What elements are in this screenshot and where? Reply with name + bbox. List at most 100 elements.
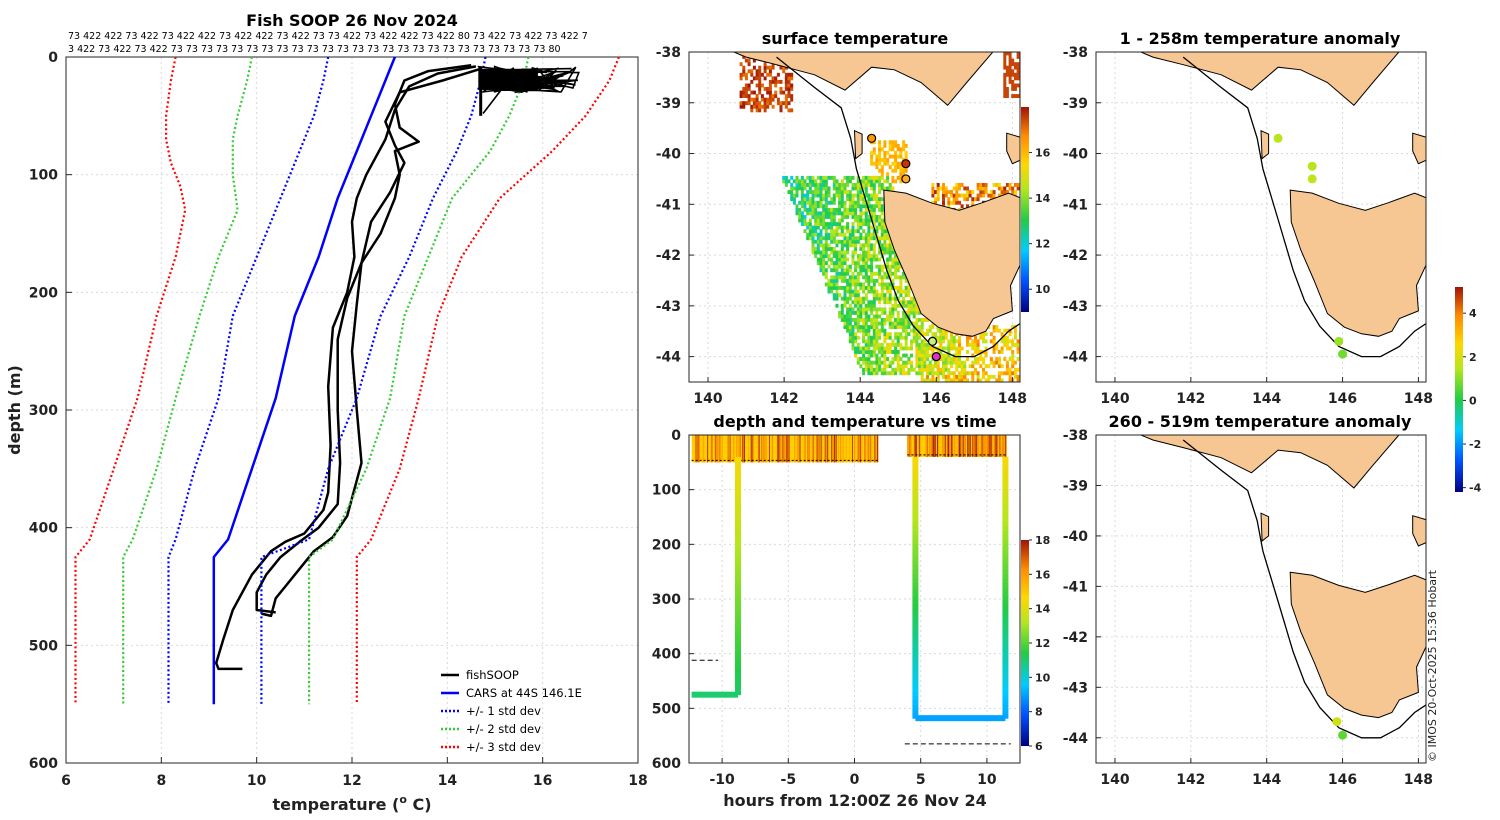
sst-pixel (880, 225, 884, 230)
sst-pixel (966, 186, 969, 191)
sst-pixel (864, 325, 868, 329)
sst-pixel (944, 335, 948, 340)
anomaly-deep-axes-box (1095, 434, 1427, 764)
anomaly-shallow-ytick-label: -44 (1063, 350, 1089, 366)
sst-pixel (952, 186, 956, 191)
sst-pixel (864, 310, 868, 315)
sst-pixel (880, 296, 884, 301)
sst-pixel (1003, 76, 1007, 81)
sst-pixel (851, 232, 855, 237)
sst-pixel (830, 282, 834, 287)
sst-pixel (878, 236, 882, 241)
sst-pixel (955, 193, 959, 198)
sst-pixel (750, 108, 754, 113)
sst-pixel (888, 239, 892, 244)
sst-pixel (875, 193, 879, 198)
sst-pixel (854, 268, 858, 273)
sst-pixel (782, 175, 786, 180)
sst-pixel (867, 282, 871, 287)
sst-pixel (923, 367, 927, 372)
sst-pixel (864, 183, 868, 187)
sst-pixel (915, 339, 919, 344)
sst-pixel (848, 307, 852, 312)
sst-pixel (862, 275, 866, 280)
sst-pixel (856, 303, 860, 308)
sst-pixel (848, 229, 852, 234)
sst-pixel (1011, 94, 1015, 98)
sst-pixel (800, 175, 804, 180)
sst-pixel (870, 247, 874, 251)
time-drop-ascent (912, 661, 919, 667)
sst-pixel (851, 307, 855, 312)
sst-pixel (942, 339, 945, 344)
sst-pixel (830, 175, 834, 180)
sst-pixel (1005, 364, 1009, 369)
sst-pixel (867, 243, 871, 248)
time-grid (689, 434, 1020, 764)
sst-pixel (979, 364, 983, 369)
sst-pixel (891, 367, 895, 372)
time-drop-ascent (912, 613, 919, 619)
anomaly-deep-land (1139, 435, 1426, 739)
sst-pixel (870, 151, 874, 155)
sst-pixel (899, 364, 903, 369)
profile-lines (74, 56, 620, 705)
sst-pixel (939, 353, 943, 358)
sst-pixel (819, 190, 823, 194)
sst-pixel (878, 168, 882, 173)
sst-pixel (806, 190, 810, 194)
sst-pixel (960, 371, 964, 376)
anomaly-deep-land-flinders-island (1412, 515, 1426, 547)
sst-pixel (864, 307, 868, 312)
sst-pixel (771, 104, 775, 109)
sst-pixel (923, 342, 927, 347)
sst-pixel (992, 342, 996, 347)
sst-pixel (816, 204, 820, 209)
sst-pixel (886, 236, 890, 241)
sst-pixel (1008, 76, 1012, 81)
sst-pixel (838, 186, 842, 191)
sst-pixel (846, 211, 850, 216)
sst-pixel (867, 183, 871, 187)
sst-pixel (854, 318, 858, 322)
sst-pixel (950, 364, 953, 369)
sst-pixel (851, 335, 855, 340)
sst-pixel (997, 183, 1001, 187)
sst-pixel (878, 186, 882, 191)
sst-pixel (835, 278, 839, 283)
sst-pixel (771, 97, 775, 102)
sst-pixel (920, 350, 924, 354)
time-title: depth and temperature vs time (713, 412, 996, 431)
sst-pixel (936, 186, 940, 191)
sst-pixel (768, 94, 772, 98)
sst-pixel (888, 332, 892, 337)
sst-pixel (859, 207, 863, 212)
sst-pixel (886, 186, 890, 191)
sst-pixel (875, 293, 879, 298)
sst-ytick-label: -42 (656, 248, 681, 264)
sst-pixel (870, 236, 874, 241)
sst-pixel (891, 154, 895, 159)
colorbar-tick-label: 14 (1035, 603, 1051, 616)
sst-pixel (846, 264, 850, 269)
sst-pixel (800, 197, 804, 202)
sst-pixel (995, 346, 999, 351)
time-ytick-label: 400 (652, 647, 681, 663)
sst-pixel (776, 72, 780, 77)
sst-pixel (958, 360, 961, 365)
colorbar-tick-label: 16 (1035, 147, 1051, 160)
sst-pixel (1003, 62, 1007, 67)
sst-pixel (872, 328, 876, 333)
sst-pixel (864, 186, 868, 191)
sst-pixel (776, 97, 780, 102)
sst-pixel (856, 225, 860, 230)
sst-pixel (830, 250, 834, 255)
time-drop-descent (1002, 665, 1009, 671)
sst-pixel (984, 183, 988, 187)
sst-pixel (768, 87, 772, 91)
sst-pixel (803, 229, 807, 234)
sst-pixel (870, 215, 874, 219)
sst-pixel (918, 310, 921, 315)
sst-pixel (1000, 190, 1004, 194)
sst-pixel (1016, 55, 1020, 59)
